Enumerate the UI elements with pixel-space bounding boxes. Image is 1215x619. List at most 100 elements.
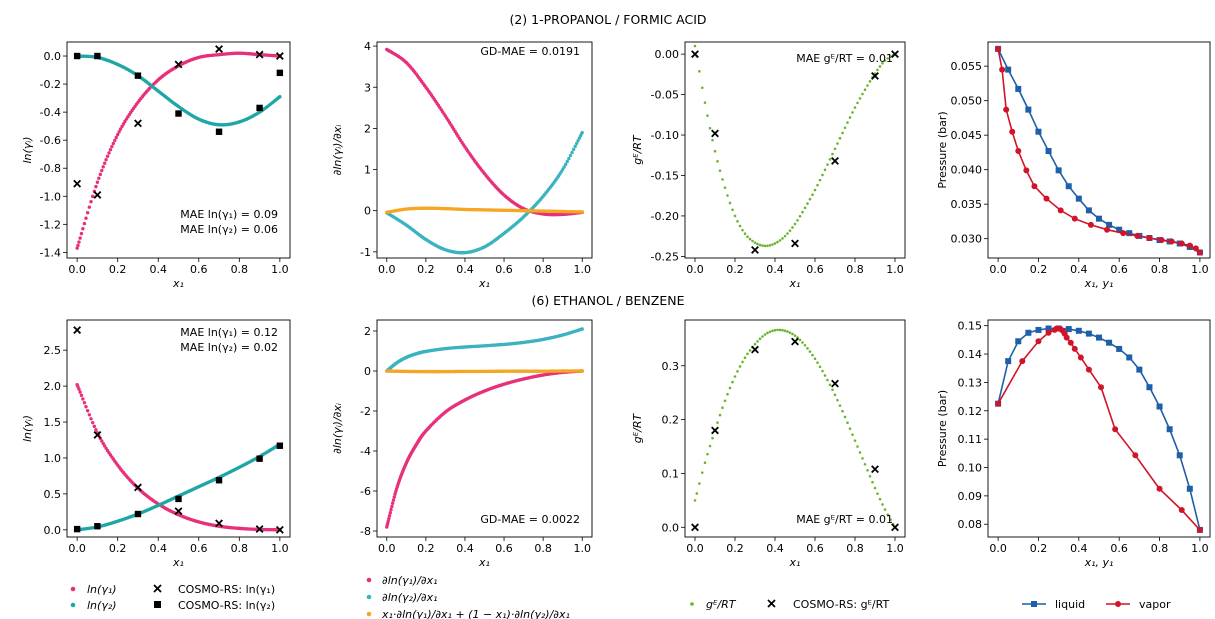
data-point <box>1057 207 1064 214</box>
x-tick-label: 0.2 <box>109 542 127 555</box>
series-2 <box>385 327 584 373</box>
data-point <box>93 431 102 439</box>
legend-swatch-dot <box>1115 601 1121 607</box>
x-tick-label: 0.0 <box>378 542 396 555</box>
y-tick-label: 0.040 <box>951 164 983 177</box>
data-point <box>883 59 887 62</box>
subplot-7: 0.0 0.2 0.4 0.6 0.8 1.0 0.0 0.1 0.2 0.3 x₁ gᴱ/RT MAE… <box>631 319 906 569</box>
data-point <box>391 498 396 502</box>
data-point <box>801 210 804 214</box>
x-tick-label: 0.6 <box>806 263 824 276</box>
x-axis-label: x₁ <box>172 277 184 290</box>
legend-item: x₁·∂ln(γ₁)/∂x₁ + (1 − x₁)·∂ln(γ₂)/∂x₁ <box>366 608 570 619</box>
data-point <box>881 62 884 65</box>
x-tick-label: 0.4 <box>456 263 474 276</box>
data-point <box>1085 366 1092 373</box>
y-tick-label: 0.08 <box>958 518 983 531</box>
y-tick-label: 2.5 <box>44 344 62 357</box>
data-point <box>813 357 817 361</box>
y-tick-label: 4 <box>364 40 371 53</box>
data-point <box>741 360 744 364</box>
data-point <box>78 236 82 240</box>
data-point <box>761 335 764 338</box>
x-tick-label: 0.6 <box>495 542 513 555</box>
cross-stroke <box>691 523 699 532</box>
data-point <box>85 210 90 215</box>
data-point <box>1035 338 1042 345</box>
cross-stroke <box>831 379 839 388</box>
data-point <box>706 452 709 456</box>
data-point <box>215 45 223 53</box>
series-1 <box>75 382 282 532</box>
data-point <box>808 197 812 201</box>
data-point <box>1067 339 1074 346</box>
data-point <box>1045 148 1052 155</box>
x-tick-label: 0.6 <box>190 263 208 276</box>
x-tick-label: 0.8 <box>1151 263 1169 276</box>
data-point <box>773 242 777 245</box>
legend-swatch-dot <box>366 594 372 600</box>
data-point <box>1136 366 1143 373</box>
legend-label: ∂ln(γ₁)/∂x₁ <box>382 574 438 587</box>
legend-item: COSMO-RS: ln(γ₂) <box>154 599 275 612</box>
y-tick-label: -1.4 <box>40 246 61 259</box>
data-point <box>1146 384 1153 391</box>
data-point <box>776 328 779 332</box>
x-tick-label: 0.6 <box>1110 263 1128 276</box>
y-tick-label: -0.15 <box>651 169 679 182</box>
data-point <box>115 132 120 137</box>
cross-stroke <box>93 431 102 439</box>
subplot-6: 0.0 0.2 0.4 0.6 0.8 1.0 -8 -6 -4 -2 0 2 x₁ ∂ln(γᵢ)/∂x… <box>331 319 593 569</box>
x-axis-label: x₁ <box>789 556 801 569</box>
x-tick-label: 1.0 <box>1191 263 1209 276</box>
data-point <box>1156 403 1163 410</box>
x-tick-label: 0.4 <box>766 542 784 555</box>
subplot-1: 0.0 0.2 0.4 0.6 0.8 1.0 -1.4 -1.2 -1.0 -0.8 -0.6 -0… <box>21 41 291 290</box>
y-tick-label: -0.4 <box>40 106 61 119</box>
x-tick-label: 0.2 <box>726 263 744 276</box>
data-point <box>94 52 101 60</box>
data-point <box>723 186 727 189</box>
y-tick-label: 0.12 <box>958 405 983 418</box>
data-point <box>821 369 824 373</box>
x-tick-label: 0.6 <box>1110 542 1128 555</box>
data-point <box>695 492 699 495</box>
cross-stroke <box>275 52 284 60</box>
data-point <box>390 501 395 505</box>
y-tick-label: -0.8 <box>40 162 61 175</box>
data-point <box>79 393 84 398</box>
data-point <box>833 147 837 151</box>
data-point <box>838 136 842 140</box>
data-point <box>134 72 142 79</box>
data-point <box>1116 345 1123 352</box>
data-point <box>871 72 879 80</box>
data-point <box>1005 66 1012 73</box>
cross-stroke <box>134 119 142 128</box>
data-point <box>868 474 872 478</box>
data-point <box>175 110 182 117</box>
data-point <box>97 176 101 180</box>
data-point <box>1178 507 1185 514</box>
data-point <box>999 66 1006 73</box>
data-point <box>100 168 104 173</box>
data-point <box>858 97 862 100</box>
x-axis-label: x₁, y₁ <box>1084 556 1114 569</box>
data-point <box>89 417 93 421</box>
y-tick-label: 0.11 <box>958 433 983 446</box>
annotation: MAE ln(γ₁) = 0.09 <box>180 208 278 221</box>
data-point <box>691 523 699 532</box>
legend-ln-gamma: ln(γ₁) COSMO-RS: ln(γ₁) ln(γ₂) COSMO-RS: ln… <box>70 583 275 612</box>
data-point <box>868 80 872 83</box>
y-tick-label: 0.030 <box>951 233 983 246</box>
data-point <box>791 239 799 248</box>
x-tick-label: 0.6 <box>495 263 513 276</box>
legend-item: ln(γ₂) <box>70 599 117 612</box>
data-point <box>1031 183 1038 190</box>
x-tick-label: 0.8 <box>534 542 552 555</box>
y-tick-label: -8 <box>360 525 371 538</box>
data-point <box>393 492 397 496</box>
data-point <box>761 244 764 247</box>
data-point <box>1178 240 1185 247</box>
data-point <box>841 409 844 413</box>
data-point <box>698 70 701 73</box>
